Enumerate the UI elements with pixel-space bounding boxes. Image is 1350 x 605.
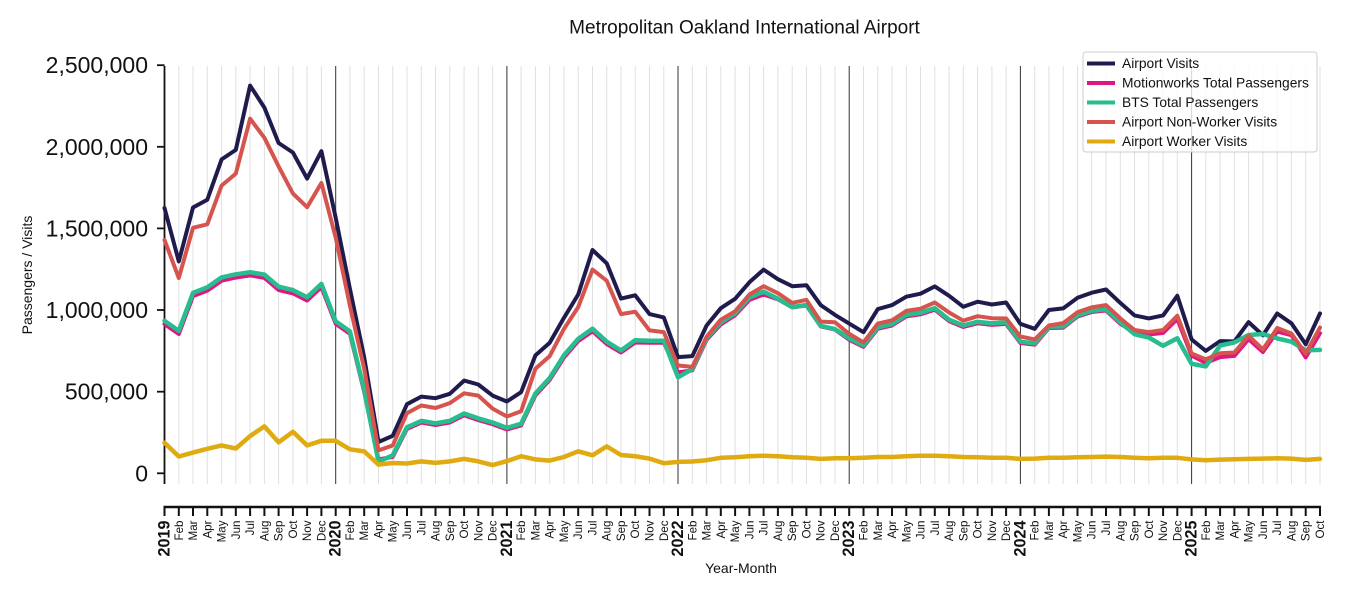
svg-text:Dec: Dec <box>1000 520 1013 541</box>
svg-text:May: May <box>558 520 571 542</box>
svg-text:2019: 2019 <box>156 521 174 557</box>
svg-text:Nov: Nov <box>815 520 828 541</box>
svg-text:Airport Non-Worker Visits: Airport Non-Worker Visits <box>1122 115 1277 130</box>
svg-text:Apr: Apr <box>886 520 899 538</box>
svg-text:Feb: Feb <box>858 521 871 541</box>
svg-text:May: May <box>387 520 400 542</box>
svg-text:Airport Worker Visits: Airport Worker Visits <box>1122 134 1247 149</box>
svg-text:Airport Visits: Airport Visits <box>1122 56 1199 71</box>
svg-text:Nov: Nov <box>644 520 657 541</box>
svg-text:Jun: Jun <box>230 521 243 540</box>
svg-text:Sep: Sep <box>786 521 799 542</box>
svg-text:Aug: Aug <box>258 521 271 542</box>
svg-text:Dec: Dec <box>487 520 500 541</box>
svg-text:2023: 2023 <box>840 521 858 557</box>
svg-text:Jun: Jun <box>915 521 928 540</box>
svg-text:Sep: Sep <box>444 521 457 542</box>
svg-text:Mar: Mar <box>1043 520 1056 540</box>
svg-text:2024: 2024 <box>1011 521 1029 557</box>
svg-text:Aug: Aug <box>943 521 956 542</box>
svg-text:Jun: Jun <box>743 521 756 540</box>
svg-text:Aug: Aug <box>1285 521 1298 542</box>
svg-text:Feb: Feb <box>173 521 186 541</box>
svg-text:Sep: Sep <box>273 521 286 542</box>
svg-text:500,000: 500,000 <box>65 379 148 405</box>
svg-text:2025: 2025 <box>1183 521 1201 557</box>
svg-text:Jul: Jul <box>587 521 600 536</box>
svg-text:2,500,000: 2,500,000 <box>46 52 148 78</box>
svg-text:Feb: Feb <box>686 521 699 541</box>
svg-text:Apr: Apr <box>201 520 214 538</box>
svg-text:May: May <box>1072 520 1085 542</box>
svg-text:Jul: Jul <box>929 521 942 536</box>
svg-text:Jul: Jul <box>244 521 257 536</box>
svg-text:Mar: Mar <box>529 520 542 540</box>
svg-text:Apr: Apr <box>1228 520 1241 538</box>
svg-text:Apr: Apr <box>1057 520 1070 538</box>
svg-text:Dec: Dec <box>658 520 671 541</box>
svg-text:Nov: Nov <box>986 520 999 541</box>
svg-text:Mar: Mar <box>1214 520 1227 540</box>
svg-text:Passengers / Visits: Passengers / Visits <box>19 216 35 335</box>
svg-text:2022: 2022 <box>669 521 687 557</box>
svg-text:Mar: Mar <box>358 520 371 540</box>
svg-text:Apr: Apr <box>544 520 557 538</box>
svg-text:Oct: Oct <box>800 520 813 539</box>
svg-text:Mar: Mar <box>701 520 714 540</box>
svg-text:Nov: Nov <box>301 520 314 541</box>
svg-text:May: May <box>729 520 742 542</box>
svg-text:2021: 2021 <box>498 521 516 557</box>
svg-text:Feb: Feb <box>515 521 528 541</box>
svg-text:Nov: Nov <box>1157 520 1170 541</box>
svg-text:Year-Month: Year-Month <box>705 560 777 576</box>
svg-text:Aug: Aug <box>430 521 443 542</box>
svg-text:Sep: Sep <box>957 521 970 542</box>
svg-text:Sep: Sep <box>1300 521 1313 542</box>
svg-text:0: 0 <box>135 460 148 486</box>
svg-text:Oct: Oct <box>972 520 985 539</box>
svg-text:Mar: Mar <box>187 520 200 540</box>
svg-text:Sep: Sep <box>1129 521 1142 542</box>
svg-text:May: May <box>216 520 229 542</box>
svg-text:Sep: Sep <box>615 521 628 542</box>
svg-text:BTS Total Passengers: BTS Total Passengers <box>1122 95 1258 110</box>
svg-text:Aug: Aug <box>1114 521 1127 542</box>
svg-text:Feb: Feb <box>1029 521 1042 541</box>
svg-text:Oct: Oct <box>1143 520 1156 539</box>
svg-text:Jun: Jun <box>572 521 585 540</box>
svg-text:Oct: Oct <box>629 520 642 539</box>
svg-text:May: May <box>1243 520 1256 542</box>
svg-text:Nov: Nov <box>472 520 485 541</box>
svg-text:Mar: Mar <box>872 520 885 540</box>
svg-text:Aug: Aug <box>772 521 785 542</box>
svg-text:Dec: Dec <box>315 520 328 541</box>
svg-text:2020: 2020 <box>327 521 345 557</box>
svg-text:Apr: Apr <box>715 520 728 538</box>
svg-text:Jun: Jun <box>1257 521 1270 540</box>
svg-text:Metropolitan Oakland Internati: Metropolitan Oakland International Airpo… <box>569 18 920 39</box>
svg-text:Jun: Jun <box>401 521 414 540</box>
svg-text:Oct: Oct <box>458 520 471 539</box>
svg-text:1,500,000: 1,500,000 <box>46 215 148 241</box>
svg-text:Dec: Dec <box>829 520 842 541</box>
svg-text:Oct: Oct <box>1314 520 1327 539</box>
svg-text:2,000,000: 2,000,000 <box>46 134 148 160</box>
svg-text:Oct: Oct <box>287 520 300 539</box>
svg-text:Jun: Jun <box>1086 521 1099 540</box>
svg-text:Jul: Jul <box>415 521 428 536</box>
svg-text:Jul: Jul <box>1271 521 1284 536</box>
svg-text:Dec: Dec <box>1171 520 1184 541</box>
svg-text:Jul: Jul <box>1100 521 1113 536</box>
svg-text:Motionworks Total Passengers: Motionworks Total Passengers <box>1122 76 1309 91</box>
svg-text:Jul: Jul <box>758 521 771 536</box>
svg-text:Aug: Aug <box>601 521 614 542</box>
svg-text:Feb: Feb <box>344 521 357 541</box>
svg-text:1,000,000: 1,000,000 <box>46 297 148 323</box>
svg-text:Feb: Feb <box>1200 521 1213 541</box>
svg-text:May: May <box>900 520 913 542</box>
svg-text:Apr: Apr <box>373 520 386 538</box>
